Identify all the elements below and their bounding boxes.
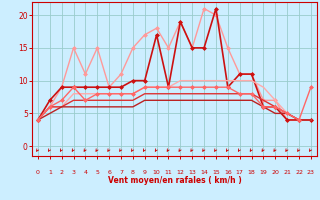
X-axis label: Vent moyen/en rafales ( km/h ): Vent moyen/en rafales ( km/h ) [108, 176, 241, 185]
